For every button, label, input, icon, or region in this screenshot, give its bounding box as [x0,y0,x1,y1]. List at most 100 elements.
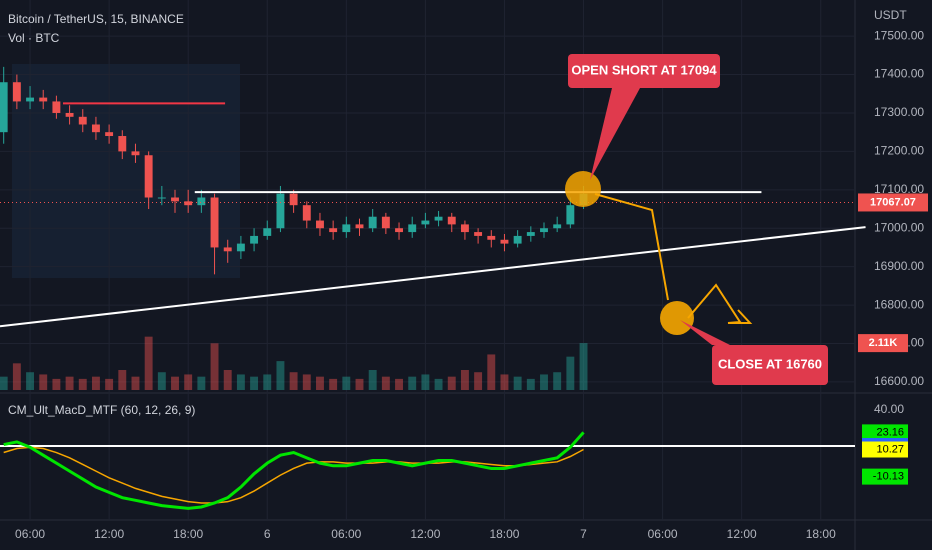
volume-bar [105,378,114,390]
macd-value-box [862,424,908,441]
volume-bar [395,378,403,390]
volume-bar [131,376,140,390]
macd-signal [3,446,584,504]
volume-bar [460,370,469,390]
candle-body [263,228,272,236]
volume-bar [65,376,74,390]
volume-bar [513,376,522,390]
volume-bar [184,374,193,390]
volume-bar [526,378,535,390]
y-tick-label: 17400.00 [874,67,924,81]
candle-body [39,97,48,102]
volume-bar [210,343,219,390]
volume-bar [540,374,548,390]
x-tick-label: 12:00 [410,527,440,541]
y-tick-label: 17300.00 [874,105,924,119]
volume-bar [381,376,390,390]
annotation-pointer [590,88,640,180]
candle-body [395,228,403,233]
candle-body [276,193,285,229]
candle-body [540,228,548,233]
candle-body [250,235,259,244]
candle-body [526,232,535,236]
annotation-text: CLOSE AT 16760 [718,356,822,371]
volume-bar [500,374,509,390]
volume-bar [236,374,245,390]
volume-bar [197,376,206,390]
candle-body [421,220,430,225]
last-price-label: 17067.07 [870,196,916,208]
x-tick-label: 7 [580,527,587,541]
volume-bar [579,343,588,390]
annotation-pointer [680,320,730,345]
volume-bar [118,370,127,390]
annotation-text: OPEN SHORT AT 17094 [571,62,717,77]
annotation-box [712,345,828,385]
candle-body [500,239,509,244]
candle-body [197,197,206,206]
volume-bar [250,376,259,390]
volume-bar [171,376,179,390]
volume-bar [355,378,364,390]
candle-body [381,216,390,229]
x-tick-label: 06:00 [331,527,361,541]
candle-body [105,132,114,137]
volume-bar [91,376,100,390]
volume-bar [474,372,483,390]
x-tick-label: 18:00 [806,527,836,541]
candle-body [434,216,443,221]
volume-bar [0,376,8,390]
candle-body [474,232,483,236]
macd-value-box [862,468,908,485]
candle-body [26,97,34,102]
x-tick-label: 6 [264,527,271,541]
volume-bar [434,378,443,390]
candle-body [223,247,232,252]
currency: USDT [874,8,907,22]
candle-body [157,197,166,199]
candle-body [355,224,364,229]
candle-body [342,224,351,233]
volume-label: 2.11K [869,337,898,349]
y-tick-label: 17100.00 [874,182,924,196]
y-tick-label: 16800.00 [874,297,924,311]
volume-bar [302,374,311,390]
volume-bar [553,372,562,390]
plot [0,66,866,510]
y2-tick-label: 40.00 [874,402,904,416]
y-tick-label: 16900.00 [874,259,924,273]
macd-value-label: -10.13 [873,471,904,483]
candle-body [368,216,377,229]
y-tick-label: 17200.00 [874,144,924,158]
y-tick-label: 17500.00 [874,28,924,42]
candle-body [566,205,575,225]
candle-body [408,224,417,233]
volume-title: Vol · BTC [8,31,60,45]
candle-body [460,224,469,233]
x-tick-label: 12:00 [727,527,757,541]
x-tick-label: 18:00 [489,527,519,541]
volume-bar [421,374,430,390]
volume-bar [144,336,153,390]
volume-bar [329,378,338,390]
candle-body [513,235,522,244]
candle-body [487,235,496,240]
candle-body [236,243,245,252]
volume-bar [316,376,324,390]
volume-bar [263,374,272,390]
x-tick-label: 18:00 [173,527,203,541]
volume-bar [39,374,48,390]
candle-body [184,201,193,206]
volume-profile-area [12,64,240,278]
candle-body [316,220,324,229]
x-tick-label: 12:00 [94,527,124,541]
volume-bar [12,363,21,390]
bounce-arrow [687,283,753,324]
volume-bar [157,372,166,390]
candle-body [118,136,127,152]
candle-body [144,155,153,198]
candle-body [447,216,456,225]
volume-bar [447,376,456,390]
macd-value-label: 23.16 [876,426,904,438]
